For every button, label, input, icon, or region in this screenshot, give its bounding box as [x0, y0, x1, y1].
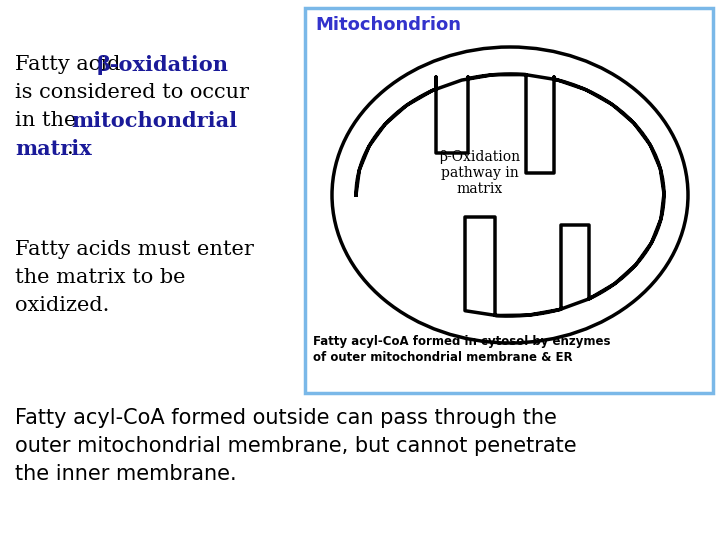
Text: Mitochondrion: Mitochondrion: [315, 16, 461, 34]
Text: is considered to occur: is considered to occur: [15, 83, 249, 102]
Text: .: .: [67, 139, 73, 158]
FancyBboxPatch shape: [305, 8, 713, 393]
Text: β-oxidation: β-oxidation: [97, 55, 229, 75]
Text: the matrix to be: the matrix to be: [15, 268, 186, 287]
Ellipse shape: [332, 47, 688, 343]
Text: Fatty acid: Fatty acid: [15, 55, 127, 74]
Text: in the: in the: [15, 111, 83, 130]
Text: oxidized.: oxidized.: [15, 296, 109, 315]
Text: matrix: matrix: [15, 139, 91, 159]
Text: β-Oxidation
pathway in
matrix: β-Oxidation pathway in matrix: [439, 150, 521, 197]
Text: of outer mitochondrial membrane & ER: of outer mitochondrial membrane & ER: [313, 351, 572, 364]
Text: Fatty acids must enter: Fatty acids must enter: [15, 240, 254, 259]
Text: Fatty acyl-CoA formed outside can pass through the
outer mitochondrial membrane,: Fatty acyl-CoA formed outside can pass t…: [15, 408, 577, 484]
Text: mitochondrial: mitochondrial: [71, 111, 237, 131]
Text: Fatty acyl-CoA formed in cytosol by enzymes: Fatty acyl-CoA formed in cytosol by enzy…: [313, 335, 611, 348]
